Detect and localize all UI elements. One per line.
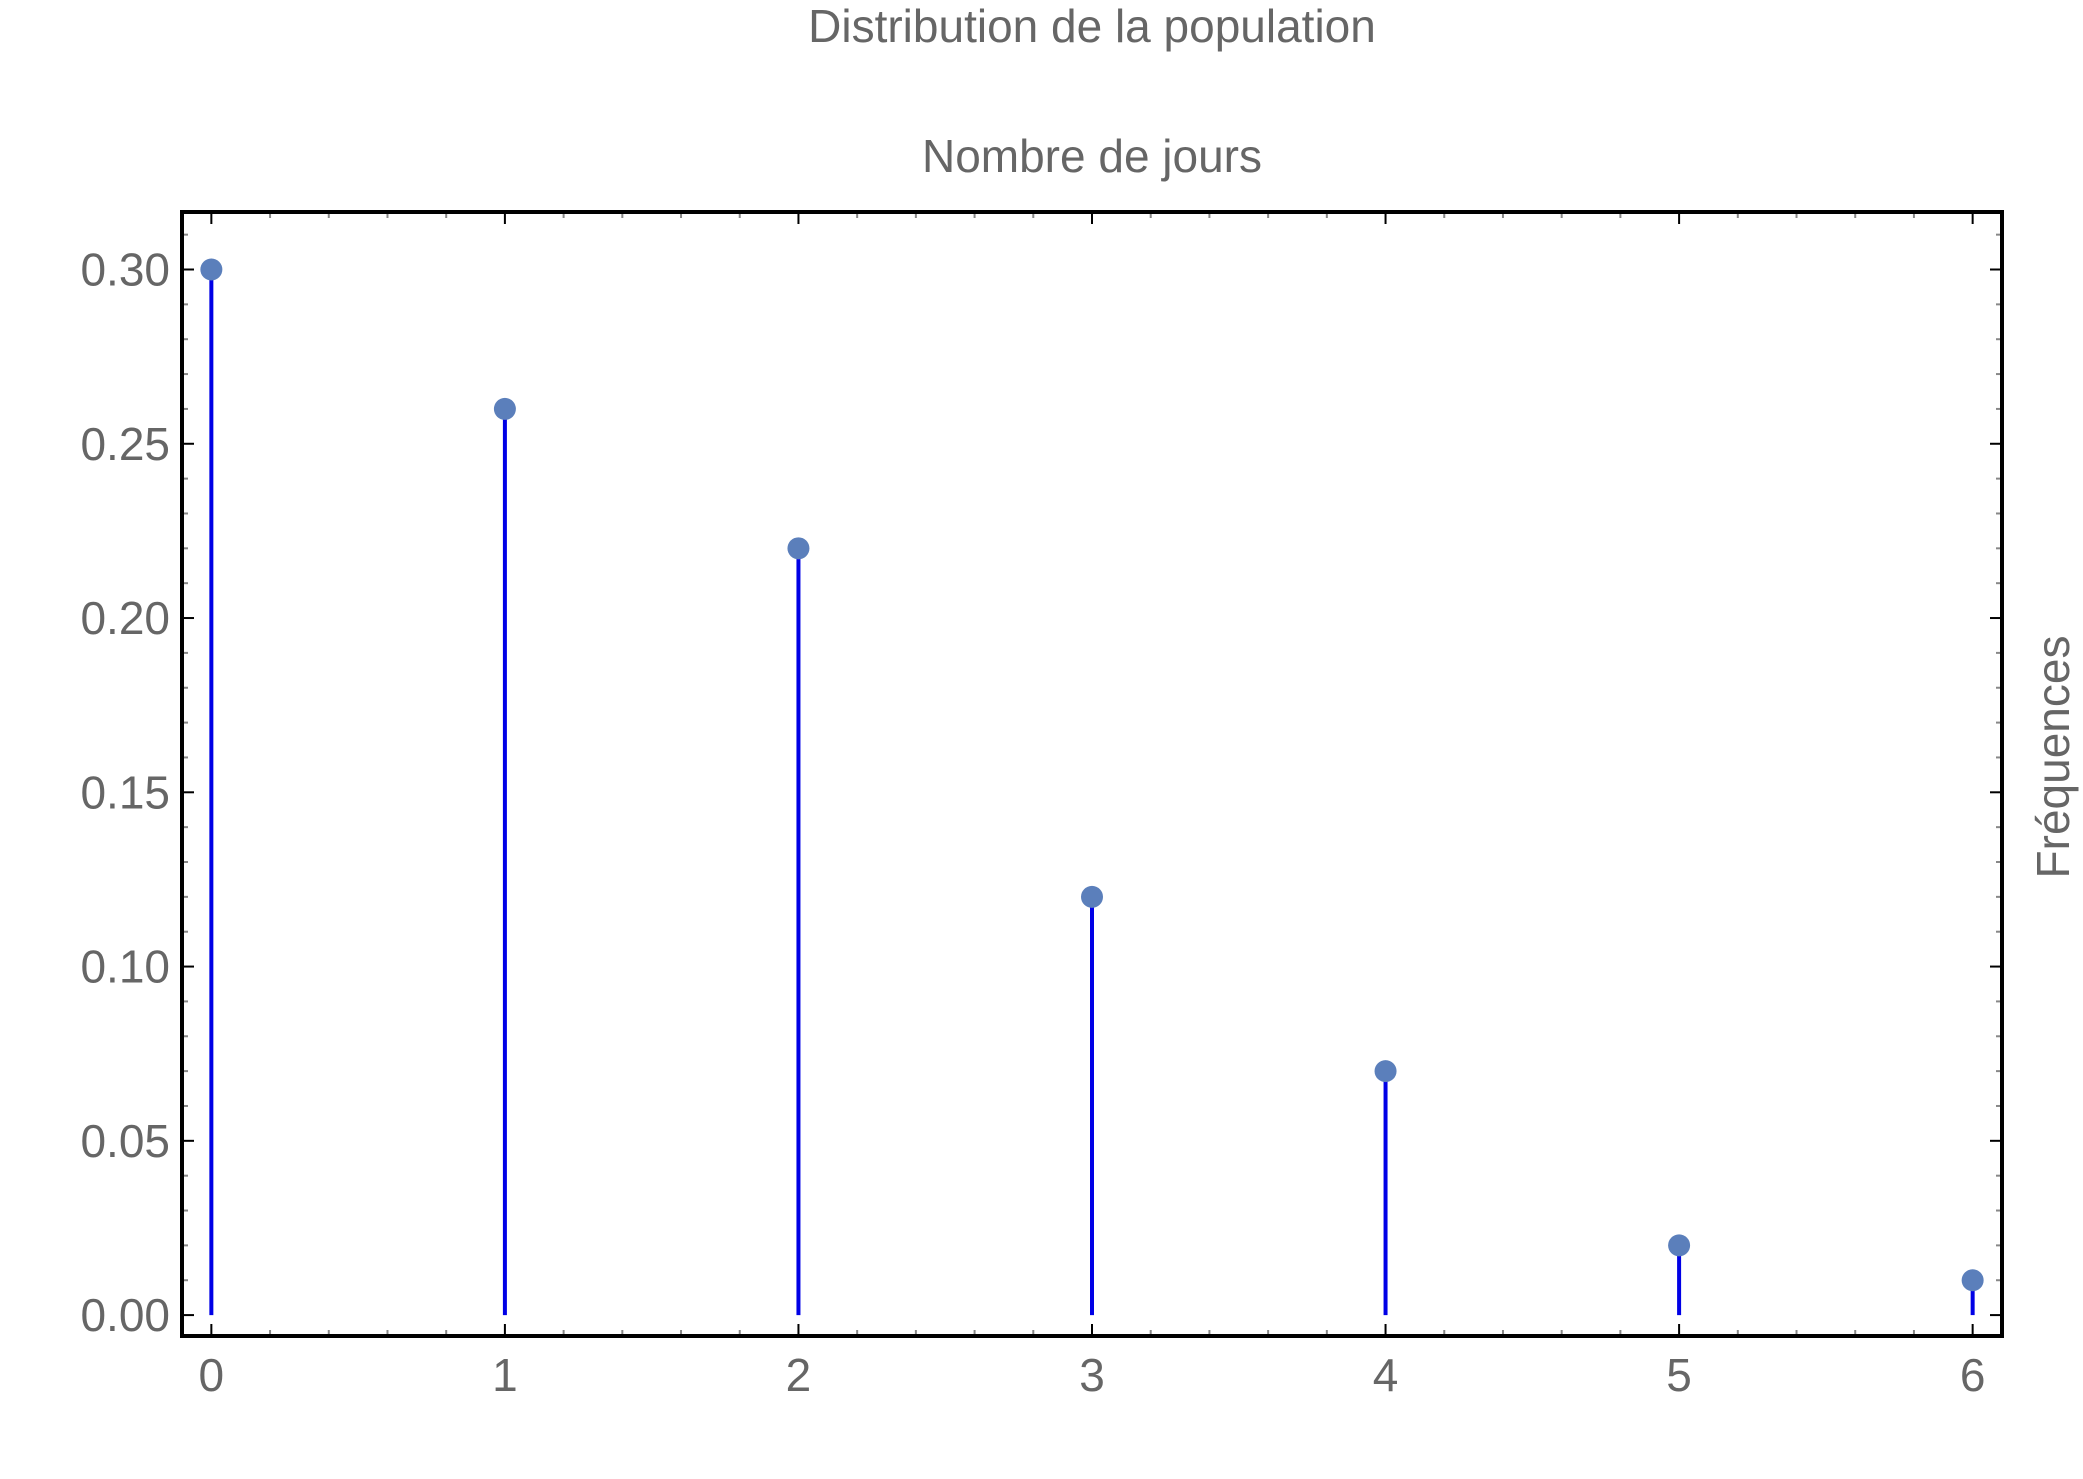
- x-tick-label: 2: [786, 1349, 812, 1401]
- data-point: [1081, 885, 1103, 908]
- y-tick-label: 0.05: [80, 1115, 170, 1167]
- data-point: [787, 537, 810, 560]
- x-tick-label: 1: [492, 1349, 518, 1401]
- y-tick-label: 0.20: [80, 592, 170, 644]
- y-tick-label: 0.15: [80, 766, 170, 818]
- stem-lines: [209, 269, 1975, 1316]
- data-point: [1668, 1234, 1691, 1257]
- x-axis-label: Nombre de jours: [922, 130, 1262, 182]
- x-tick-label: 4: [1373, 1349, 1399, 1401]
- data-point: [1374, 1060, 1397, 1083]
- x-tick-label: 0: [199, 1349, 225, 1401]
- x-tick-label: 3: [1079, 1349, 1105, 1401]
- x-tick-label: 6: [1960, 1349, 1986, 1401]
- y-tick-label: 0.30: [80, 244, 170, 296]
- y-axis-label: Fréquences: [2027, 636, 2079, 879]
- data-point: [493, 397, 516, 420]
- y-tick-label: 0.25: [80, 418, 170, 470]
- x-tick-label: 5: [1666, 1349, 1692, 1401]
- y-tick-label: 0.00: [80, 1289, 170, 1341]
- chart-title: Distribution de la population: [808, 0, 1376, 52]
- data-point: [200, 258, 223, 281]
- data-point: [1961, 1269, 1984, 1292]
- tick-labels: 0.00 0.05 0.10 0.15 0.20 0.25 0.30 0 1 2 3 4 5 6: [80, 244, 1985, 1401]
- data-points: [200, 258, 1984, 1292]
- y-tick-label: 0.10: [80, 941, 170, 993]
- plot-frame: [180, 210, 2004, 1338]
